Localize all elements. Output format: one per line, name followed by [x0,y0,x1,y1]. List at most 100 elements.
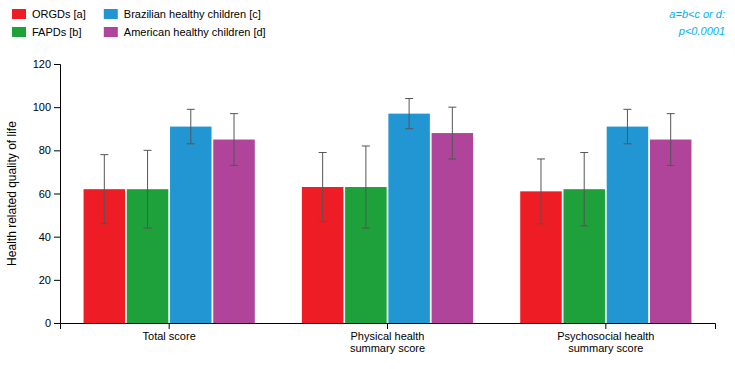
y-tick: 80 [39,144,60,156]
plot-area: 0 20 40 60 80 100 120 Total score Physical healt… [33,58,716,354]
error-bar-stem [322,152,323,221]
error-bar-cap [230,165,238,166]
annotation: a=b<c or d: [669,8,725,20]
x-tick-mark [605,323,606,329]
error-bar-stem [670,114,671,166]
error-bar-cap [667,113,675,114]
x-tick-label-line: Psychosocial health [557,330,654,342]
error-bar-cap [187,143,195,144]
error-bar-cap [580,152,588,153]
y-tick-mark [54,194,60,195]
error-bar-stem [365,146,366,228]
error-bar-stem [627,109,628,144]
error-bar-cap [362,228,370,229]
error-bars [230,107,675,165]
error-bar-stem [190,109,191,144]
legend-item: ORGDs [a] [12,8,86,20]
series [170,114,648,323]
y-tick-label: 40 [39,231,51,243]
y-tick: 60 [39,188,60,200]
chart-container: 0 20 40 60 80 100 120 Total score Physical healt… [0,0,735,369]
legend-item: American healthy children [d] [104,26,266,38]
annotation: p<0.0001 [678,25,725,37]
legend-swatch [12,9,26,19]
error-bar [580,152,588,225]
y-axis-line [54,65,61,324]
error-bar-cap [580,225,588,226]
y-tick-label: 80 [39,144,51,156]
bar [607,127,649,323]
y-tick: 100 [33,101,60,113]
error-bar-cap [230,113,238,114]
error-bar [230,114,238,166]
error-bar [667,114,675,166]
error-bar-cap [537,223,545,224]
error-bars [100,152,545,223]
series [213,133,691,323]
x-tick: Psychosocial healthsummary score [557,323,654,354]
error-bar-cap [144,228,152,229]
error-bar-cap [187,109,195,110]
marks [84,99,692,323]
legend: ORGDs [a] FAPDs [b] Brazilian healthy chil… [12,8,266,38]
bar [432,133,474,323]
error-bar [100,155,108,224]
bar [213,140,255,323]
error-bar-stem [234,114,235,166]
x-tick-label-line: Physical health [351,330,425,342]
y-axis-title: Health related quality of life [5,121,19,266]
error-bar-cap [100,223,108,224]
error-bar [319,152,327,221]
x-tick-label: Total score [143,330,196,342]
error-bar-cap [623,109,631,110]
error-bar-cap [405,128,413,129]
error-bars [187,99,632,144]
error-bar-cap [448,158,456,159]
y-tick-label: 20 [39,274,51,286]
legend-label: FAPDs [b] [32,26,82,38]
y-tick-mark [54,107,60,108]
error-bar-stem [584,152,585,225]
error-bar [623,109,631,144]
bar [650,140,692,323]
error-bar-cap [537,158,545,159]
error-bar [362,146,370,228]
x-tick-label: Psychosocial healthsummary score [557,330,654,355]
bar [388,114,430,323]
y-tick-mark [54,323,60,324]
error-bar-stem [452,107,453,159]
y-tick-mark [54,150,60,151]
legend-label: ORGDs [a] [32,8,86,20]
legend-label: Brazilian healthy children [c] [124,8,261,20]
y-tick-mark [54,280,60,281]
error-bar-cap [319,152,327,153]
x-tick: Physical healthsummary score [350,323,425,354]
x-axis: Total scorePhysical healthsummary scoreP… [61,323,716,354]
error-bar-cap [405,98,413,99]
error-bars [144,146,589,228]
legend-item: Brazilian healthy children [c] [104,8,261,20]
bar [170,127,212,323]
error-bar-cap [623,143,631,144]
error-bar-cap [144,150,152,151]
error-bar-cap [362,146,370,147]
error-bar [448,107,456,159]
legend-swatch [104,27,118,37]
y-tick: 20 [39,274,60,286]
x-tick: Total score [143,323,196,342]
x-tick-label-line: summary score [350,342,425,354]
x-tick-label: Physical healthsummary score [350,330,425,355]
y-tick: 120 [33,58,60,70]
y-tick-label: 60 [39,188,51,200]
error-bar [144,150,152,228]
y-tick: 40 [39,231,60,243]
legend-item: FAPDs [b] [12,26,82,38]
y-tick-mark [54,237,60,238]
x-tick-mark [387,323,388,329]
error-bar [187,109,195,144]
error-bar-cap [667,165,675,166]
y-tick-label: 0 [45,317,51,329]
error-bar [537,159,545,224]
y-tick-label: 120 [33,58,51,70]
error-bar [405,99,413,129]
